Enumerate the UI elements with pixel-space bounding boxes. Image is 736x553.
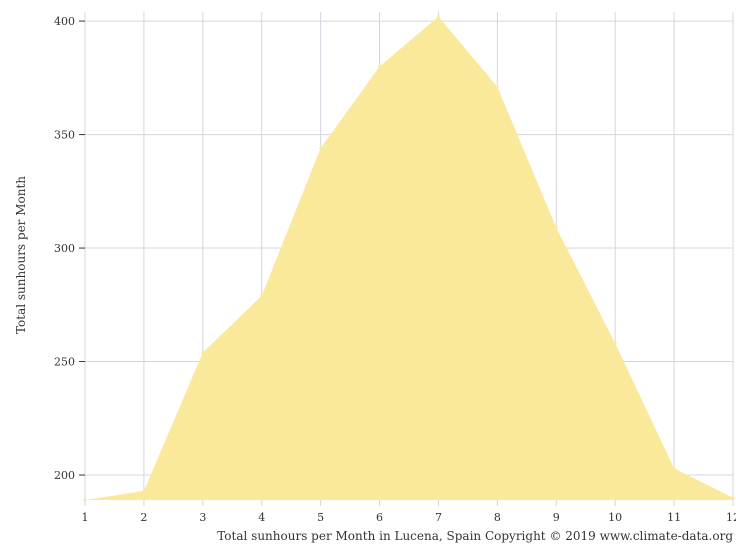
x-tick-label: 7	[435, 511, 442, 524]
data-point	[436, 15, 440, 19]
data-point	[554, 226, 558, 230]
y-tick-label: 300	[54, 242, 75, 255]
tick-layer: 200250300350400123456789101112	[54, 15, 736, 524]
data-point	[495, 85, 499, 89]
data-point	[731, 496, 735, 500]
x-tick-label: 4	[258, 511, 265, 524]
data-point	[378, 64, 382, 68]
x-tick-label: 5	[317, 511, 324, 524]
data-point	[260, 294, 264, 298]
area-series	[85, 16, 733, 500]
data-point	[613, 341, 617, 345]
data-point	[672, 466, 676, 470]
x-tick-label: 10	[608, 511, 622, 524]
data-point	[319, 146, 323, 150]
x-tick-label: 8	[494, 511, 501, 524]
x-tick-label: 1	[82, 511, 89, 524]
y-tick-label: 400	[54, 15, 75, 28]
x-tick-label: 3	[199, 511, 206, 524]
y-axis-title: Total sunhours per Month	[14, 176, 28, 334]
chart-caption: Total sunhours per Month in Lucena, Spai…	[217, 529, 733, 543]
x-tick-label: 9	[553, 511, 560, 524]
data-point	[142, 489, 146, 493]
x-tick-label: 2	[140, 511, 147, 524]
y-tick-label: 350	[54, 129, 75, 142]
x-tick-label: 11	[667, 511, 681, 524]
y-tick-label: 250	[54, 356, 75, 369]
data-point	[201, 350, 205, 354]
y-tick-label: 200	[54, 469, 75, 482]
x-tick-label: 6	[376, 511, 383, 524]
x-tick-label: 12	[726, 511, 736, 524]
area-layer	[83, 15, 735, 502]
